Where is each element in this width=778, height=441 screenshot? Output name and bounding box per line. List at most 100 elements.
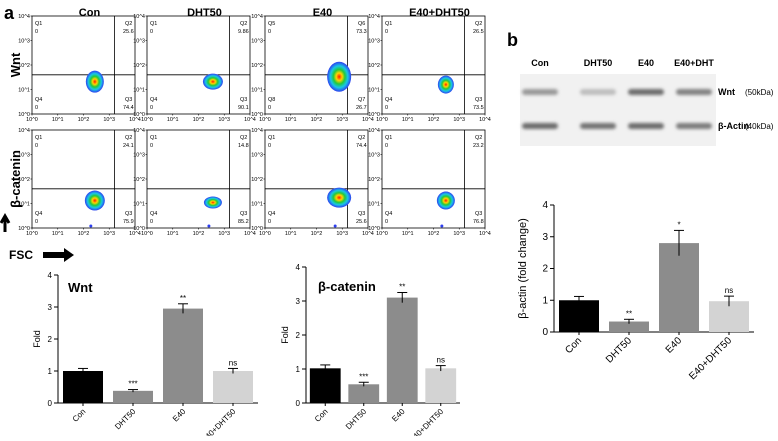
x-tick-label: 10^2 — [428, 117, 440, 123]
y-tick-label: 4 — [542, 200, 548, 211]
quadrant-name: Q4 — [268, 211, 275, 217]
y-tick-label: 10^0 — [18, 226, 30, 232]
y-tick-label: 1 — [48, 367, 53, 376]
plot-frame — [146, 129, 251, 229]
y-tick-label: 10^1 — [133, 202, 145, 208]
blot-band — [676, 123, 712, 129]
quadrant-value: 0 — [268, 219, 271, 225]
x-tick-label: 10^1 — [167, 117, 179, 123]
significance-mark: ns — [229, 358, 237, 367]
x-tick-label: 10^0 — [141, 231, 153, 237]
x-tick-label: 10^3 — [336, 231, 348, 237]
quadrant-value: 9.86 — [238, 29, 249, 35]
quadrant-value: 73.5 — [473, 105, 484, 111]
y-tick-label: 10^0 — [18, 112, 30, 118]
x-tick-label: Con — [313, 407, 330, 424]
quadrant-name: Q4 — [35, 211, 42, 217]
x-tick-label: DHT50 — [344, 407, 369, 432]
x-tick-label: E40 — [390, 407, 407, 424]
bar-chart-1: 0 1 2 3 4 Wnt Fold Con *** DHT50 ** E40 ns E40+DHT50 — [32, 271, 258, 441]
plot-frame — [264, 129, 369, 229]
quadrant-name: Q4 — [385, 97, 392, 103]
quadrant-value: 0 — [35, 105, 38, 111]
y-tick-label: 10^4 — [18, 128, 30, 134]
plot-frame — [146, 15, 251, 115]
x-tick-label: E40+DHT50 — [200, 407, 238, 436]
blot-lane-label: E40 — [638, 58, 654, 68]
y-axis-label: Fold — [32, 330, 42, 348]
plot-frame — [31, 15, 136, 115]
x-tick-label: 10^0 — [26, 231, 38, 237]
x-tick-label: 10^4 — [362, 117, 374, 123]
y-tick-label: 10^2 — [18, 177, 30, 183]
quadrant-value: 24.1 — [123, 143, 134, 149]
y-tick-label: 10^4 — [251, 128, 263, 134]
contour-blob — [327, 61, 352, 92]
flow-plot-wnt-dht50: 10^010^0 10^1 10^1 10^2 10^2 10^3 10^3 10^4 10^4… — [133, 14, 256, 123]
bar-e40-dht50 — [709, 301, 749, 332]
quadrant-value: 0 — [268, 143, 271, 149]
significance-mark: *** — [359, 372, 368, 381]
quadrant-name: Q1 — [268, 135, 275, 141]
bar-e40 — [659, 243, 699, 332]
quadrant-value: 23.2 — [473, 143, 484, 149]
bar-dht50 — [348, 384, 380, 403]
x-tick-label: 10^1 — [167, 231, 179, 237]
x-tick-label: 10^1 — [285, 231, 297, 237]
y-tick-label: 10^1 — [251, 202, 263, 208]
y-tick-label: 10^0 — [133, 226, 145, 232]
right-arrow-head-icon — [64, 248, 74, 262]
x-tick-label: 10^3 — [336, 117, 348, 123]
y-axis-label: β-actin (fold change) — [517, 218, 529, 319]
quadrant-value: 14.8 — [238, 143, 249, 149]
quadrant-name: Q3 — [125, 211, 132, 217]
bar-con — [309, 368, 341, 403]
x-tick-label: E40 — [664, 335, 685, 356]
x-tick-label: E40+DHT50 — [687, 335, 734, 382]
x-tick-label: 10^4 — [129, 231, 141, 237]
y-tick-label: 10^0 — [368, 112, 380, 118]
row-label-beta-catenin: β-catenin — [8, 150, 23, 208]
blot-band-size: (40kDa) — [745, 122, 774, 131]
quadrant-name: Q2 — [358, 135, 365, 141]
x-tick-label: 10^4 — [362, 231, 374, 237]
blot-band — [580, 89, 616, 95]
quadrant-name: Q1 — [385, 21, 392, 27]
blot-band — [676, 89, 712, 95]
contour-blob — [202, 73, 223, 90]
y-tick-label: 0 — [296, 399, 301, 408]
x-tick-label: 10^3 — [218, 231, 230, 237]
quadrant-value: 85.2 — [238, 219, 249, 225]
quadrant-name: Q1 — [150, 135, 157, 141]
x-tick-label: 10^0 — [376, 231, 388, 237]
bar-e40-dht50 — [425, 368, 457, 403]
quadrant-value: 26.5 — [473, 29, 484, 35]
y-tick-label: 10^1 — [368, 88, 380, 94]
y-tick-label: 10^4 — [368, 14, 380, 20]
y-tick-label: 0 — [48, 399, 53, 408]
bar-con — [559, 300, 599, 332]
quadrant-name: Q7 — [358, 97, 365, 103]
x-tick-label: 10^3 — [218, 117, 230, 123]
x-tick-label: 10^2 — [193, 231, 205, 237]
quadrant-name: Q8 — [268, 97, 275, 103]
bar-dht50 — [609, 321, 649, 332]
x-tick-label: 10^0 — [141, 117, 153, 123]
y-tick-label: 10^3 — [251, 153, 263, 159]
y-tick-label: 10^2 — [251, 177, 263, 183]
significance-mark: * — [677, 220, 680, 229]
event-dot — [207, 224, 211, 228]
flow-plot-beta-catenin-e40-dht50: 10^010^0 10^1 10^1 10^2 10^2 10^3 10^3 10^4 10^4… — [368, 128, 491, 237]
blot-band — [628, 123, 664, 129]
x-tick-label: 10^3 — [453, 231, 465, 237]
quadrant-value: 0 — [35, 143, 38, 149]
x-tick-label: 10^0 — [259, 231, 271, 237]
x-tick-label: 10^1 — [52, 117, 64, 123]
quadrant-name: Q2 — [125, 135, 132, 141]
quadrant-value: 76.8 — [473, 219, 484, 225]
panel-b-label: b — [507, 30, 518, 50]
blot-band — [580, 123, 616, 129]
event-dot — [333, 224, 337, 228]
blot-band — [522, 89, 558, 95]
chart-title: β-catenin — [318, 279, 376, 294]
